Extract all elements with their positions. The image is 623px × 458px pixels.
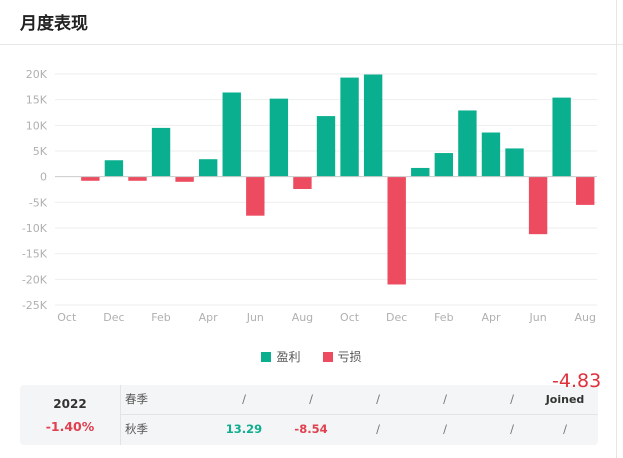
legend-label-loss: 亏损: [337, 350, 362, 364]
x-tick-label: Jun: [528, 311, 546, 324]
x-tick-label: Feb: [151, 311, 170, 324]
bar-may-19: [505, 148, 524, 177]
x-tick-label: Jun: [246, 311, 264, 324]
joined-label: Joined: [545, 393, 585, 406]
table-cell: 13.29: [225, 422, 263, 436]
bar-mar-17: [458, 110, 477, 177]
floating-value: -4.83: [552, 370, 602, 392]
legend-label-profit: 盈利: [276, 350, 301, 364]
bar-jan-3: [128, 176, 147, 181]
bar-sep-11: [316, 116, 336, 177]
x-tick-label: Oct: [340, 311, 360, 324]
y-tick-label: 0: [40, 171, 47, 184]
bar-jul-21: [552, 97, 571, 177]
bar-jun-20: [528, 176, 548, 235]
legend-swatch-loss: [322, 351, 333, 362]
card-border: [616, 0, 617, 458]
bar-feb-16: [434, 153, 454, 177]
seasonal-returns-table: 2022 -1.40% 春季 / / / / / Joined 秋季 13.29…: [20, 385, 598, 445]
table-row: 春季 / / / / / Joined: [121, 385, 598, 415]
year-return: -1.40%: [45, 419, 95, 434]
bar-jan-15: [411, 167, 430, 177]
bar-jun-8: [246, 176, 265, 216]
x-tick-label: Dec: [103, 311, 124, 324]
bar-aug-10: [293, 176, 312, 189]
bar-apr-6: [198, 159, 218, 177]
year-cell: 2022 -1.40%: [20, 385, 121, 445]
y-tick-label: -15K: [22, 248, 48, 261]
table-cell: /: [242, 392, 246, 406]
y-tick-label: 20K: [26, 68, 48, 81]
card-header: 月度表现: [0, 0, 623, 45]
y-tick-label: 5K: [33, 145, 48, 158]
x-tick-label: Feb: [434, 311, 453, 324]
x-tick-label: Aug: [574, 311, 595, 324]
legend-item-profit[interactable]: 盈利: [261, 348, 301, 365]
bar-nov-13: [363, 74, 383, 177]
y-tick-label: 15K: [26, 94, 48, 107]
bar-oct-12: [340, 77, 359, 177]
season-label: 春季: [125, 392, 148, 406]
bar-dec-14: [387, 176, 406, 285]
bar-aug-22: [576, 176, 595, 205]
legend-swatch-profit: [261, 351, 272, 362]
table-cell: /: [376, 422, 380, 436]
table-cell: /: [510, 422, 514, 436]
y-tick-label: 10K: [26, 119, 48, 132]
table-cell: /: [309, 392, 313, 406]
y-tick-label: -20K: [22, 273, 48, 286]
bar-apr-18: [481, 132, 501, 177]
bar-feb-4: [151, 127, 171, 177]
table-cell: /: [563, 422, 567, 436]
bar-dec-2: [104, 160, 124, 177]
bar-nov-1: [81, 176, 100, 181]
table-cell: /: [510, 392, 514, 406]
page-title: 月度表现: [20, 14, 88, 34]
y-tick-label: -25K: [22, 299, 48, 312]
table-cell: -8.54: [294, 422, 328, 436]
bar-mar-5: [175, 176, 194, 182]
y-tick-label: -5K: [29, 196, 48, 209]
season-label: 秋季: [125, 422, 148, 436]
x-tick-label: Oct: [57, 311, 77, 324]
table-cell: /: [443, 392, 447, 406]
x-tick-label: Apr: [199, 311, 219, 324]
x-tick-label: Aug: [292, 311, 313, 324]
y-tick-label: -10K: [22, 222, 48, 235]
table-row: 秋季 13.29 -8.54 / / / /: [121, 415, 598, 444]
monthly-performance-chart: 20K 15K 10K 5K 0 -5K -10K -15K -20K -25K Oct Dec Feb…: [22, 68, 597, 324]
bar-jul-9: [269, 98, 289, 177]
legend-item-loss[interactable]: 亏损: [322, 348, 362, 365]
chart-legend: 盈利 亏损: [0, 348, 623, 365]
table-cell: /: [443, 422, 447, 436]
year-label: 2022: [53, 397, 87, 411]
x-tick-label: Dec: [386, 311, 407, 324]
x-tick-label: Apr: [481, 311, 501, 324]
bar-may-7: [222, 92, 241, 177]
table-cell: /: [376, 392, 380, 406]
